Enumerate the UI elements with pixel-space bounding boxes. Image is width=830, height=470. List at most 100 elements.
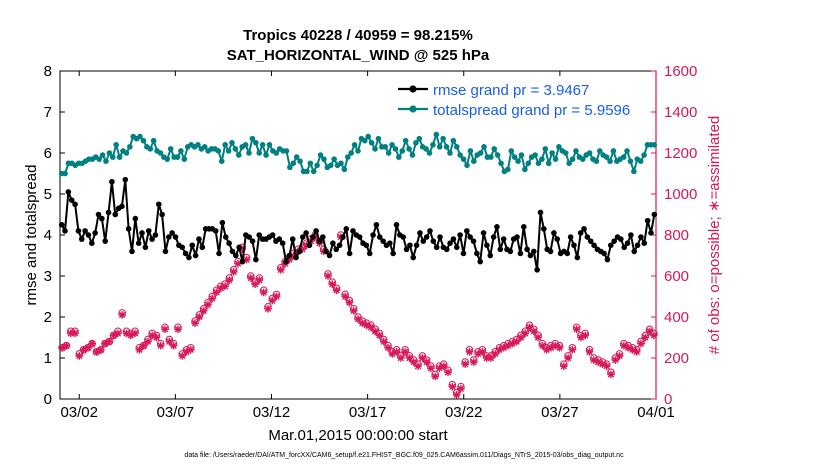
rmse-point [125,226,132,232]
obs-assimilated-point [375,331,384,340]
rmse-point [366,250,373,257]
totalspread-point [96,156,102,162]
rmse-point [530,248,537,255]
obs-assimilated-point [332,286,341,295]
rmse-point [487,252,494,259]
obs-assimilated-point [161,325,169,334]
obs-series [58,231,658,399]
totalspread-point [597,148,603,154]
obs-assimilated-point [602,362,611,370]
rmse-point [135,240,142,246]
rmse-point [283,258,289,265]
totalspread-point [627,158,634,164]
obs-assimilated-point [371,327,379,336]
totalspread-point [447,150,453,156]
obs-assimilated-point [208,294,217,303]
obs-assimilated-point [255,276,264,284]
obs-assimilated-point [427,364,435,373]
rmse-point [387,240,393,246]
rmse-point [524,246,530,253]
rmse-point [618,236,624,242]
y-tick-label: 4 [44,227,52,244]
rmse-point [303,230,309,236]
rmse-point [376,234,383,240]
totalspread-point [440,135,446,142]
y2-tick-label: 1400 [664,104,697,121]
obs-assimilated-point [75,352,84,360]
y-axis-label: rmse and totalspread [23,165,40,306]
totalspread-point [229,139,235,146]
totalspread-point [246,150,252,156]
rmse-point [380,238,386,244]
chart-title: Tropics 40228 / 40959 = 98.215% [243,27,473,44]
totalspread-point [181,156,188,162]
x-axis: 03/02 03/07 03/12 03/17 03/22 03/27 04/01 [60,71,675,421]
x-tick-label: 03/02 [60,404,98,421]
totalspread-point [569,156,576,162]
rmse-point [514,234,520,240]
totalspread-point [586,150,593,156]
obs-assimilated-point [555,343,564,352]
obs-assimilated-point [529,327,538,336]
rmse-point [286,252,293,259]
totalspread-point [477,150,484,156]
rmse-point [638,234,644,240]
y2-tick-label: 1600 [664,63,697,80]
totalspread-point [218,158,225,164]
obs-assimilated-point [405,354,414,362]
rmse-point [336,242,343,249]
rmse-point [82,228,88,234]
obs-assimilated-point [186,346,195,354]
totalspread-point [392,146,399,152]
obs-assimilated-point [431,372,439,381]
rmse-point [169,230,175,236]
rmse-point [417,230,423,236]
rmse-point [145,228,152,234]
obs-assimilated-point [169,341,178,350]
totalspread-point [375,135,382,142]
obs-assimilated-point [560,362,568,370]
obs-assimilated-point [525,323,534,332]
obs-assimilated-point [418,354,427,362]
totalspread-point [351,142,358,148]
rmse-point [644,217,651,224]
obs-assimilated-point [607,370,615,379]
totalspread-point [178,148,184,154]
obs-assimilated-point [191,319,199,327]
rmse-point [410,254,417,261]
y2-tick-label: 400 [664,309,689,326]
obs-assimilated-point [585,348,594,356]
rmse-point [500,236,507,242]
totalspread-point [549,150,555,156]
rmse-point [517,250,524,257]
rmse-point [196,236,202,242]
rmse-point [95,211,102,218]
totalspread-point [542,146,549,152]
rmse-point [340,234,346,240]
rmse-point [577,230,584,236]
rmse-point [72,201,78,208]
y-axis-right: 0 200 400 600 800 1000 1200 1400 1600 [651,63,697,408]
rmse-point [571,242,577,249]
obs-assimilated-point [328,280,337,288]
rmse-point [212,228,219,234]
obs-assimilated-point [564,354,572,362]
rmse-point [256,232,263,238]
rmse-point [105,209,112,216]
totalspread-point [651,142,658,148]
totalspread-point [535,160,542,167]
rmse-point [460,250,467,257]
totalspread-point [344,154,351,160]
rmse-point [78,236,85,242]
rmse-point [289,236,296,242]
rmse-point [226,240,232,246]
totalspread-point [304,168,310,175]
obs-assimilated-point [114,329,122,338]
obs-assimilated-point [225,276,234,284]
totalspread-point [562,150,569,156]
rmse-point [621,244,627,251]
rmse-point [249,238,256,244]
obs-assimilated-point [632,348,641,356]
